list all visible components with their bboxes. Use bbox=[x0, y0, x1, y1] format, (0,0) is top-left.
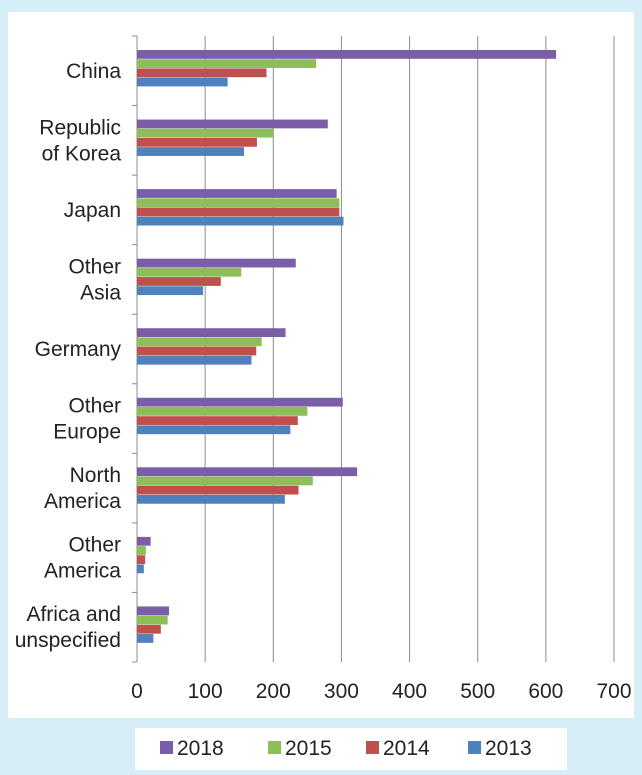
legend-swatch-2018 bbox=[160, 741, 173, 754]
bar-2018-2 bbox=[137, 189, 337, 198]
category-label: China bbox=[66, 60, 121, 83]
bar-2015-8 bbox=[137, 615, 168, 625]
x-tick-label: 600 bbox=[528, 680, 563, 703]
bar-2015-7 bbox=[137, 546, 146, 555]
bar-2013-1 bbox=[137, 147, 244, 156]
bar-2018-7 bbox=[137, 536, 151, 546]
bar-2015-4 bbox=[137, 337, 262, 347]
bar-2015-0 bbox=[137, 59, 317, 68]
legend-swatch-2014 bbox=[366, 741, 379, 754]
bar-2015-5 bbox=[137, 406, 308, 416]
x-tick-label: 100 bbox=[188, 680, 223, 703]
legend-swatch-2013 bbox=[468, 741, 481, 754]
x-tick-label: 300 bbox=[324, 680, 359, 703]
bar-2013-6 bbox=[137, 494, 285, 504]
legend-box bbox=[135, 728, 567, 770]
category-label: Africa and bbox=[26, 603, 121, 626]
bar-2013-7 bbox=[137, 564, 144, 574]
bar-2013-2 bbox=[137, 216, 344, 226]
x-tick-label: 0 bbox=[131, 680, 143, 703]
legend-swatch-2015 bbox=[268, 741, 281, 754]
bar-2014-8 bbox=[137, 624, 161, 634]
bar-2014-6 bbox=[137, 485, 299, 495]
category-label: North bbox=[70, 464, 121, 487]
x-tick-label: 700 bbox=[596, 680, 631, 703]
x-tick-label: 400 bbox=[392, 680, 427, 703]
bar-2014-7 bbox=[137, 555, 146, 565]
bar-2018-3 bbox=[137, 258, 296, 268]
category-label: Other bbox=[68, 534, 121, 557]
bar-2014-2 bbox=[137, 207, 340, 217]
plot-background bbox=[8, 12, 634, 718]
bar-2018-8 bbox=[137, 606, 170, 616]
legend-label-2015: 2015 bbox=[285, 737, 332, 760]
x-tick-label: 500 bbox=[460, 680, 495, 703]
bar-2014-3 bbox=[137, 277, 221, 286]
category-label: Other bbox=[68, 255, 121, 278]
bar-2018-0 bbox=[137, 50, 557, 59]
category-label: America bbox=[44, 560, 121, 583]
bar-2013-8 bbox=[137, 634, 154, 643]
category-label: America bbox=[44, 490, 121, 513]
bar-2014-5 bbox=[137, 416, 298, 425]
bar-2014-1 bbox=[137, 137, 257, 147]
bar-2013-0 bbox=[137, 77, 228, 87]
bar-2018-5 bbox=[137, 397, 343, 407]
category-label: Europe bbox=[53, 421, 121, 444]
category-label: Other bbox=[68, 395, 121, 418]
bar-2015-3 bbox=[137, 267, 242, 277]
bar-2013-5 bbox=[137, 425, 291, 435]
category-label: Germany bbox=[35, 338, 122, 361]
x-tick-label: 200 bbox=[256, 680, 291, 703]
legend-label-2013: 2013 bbox=[485, 737, 532, 760]
category-label: Republic bbox=[39, 116, 121, 139]
bar-2018-6 bbox=[137, 467, 358, 477]
bar-2013-4 bbox=[137, 355, 252, 365]
bar-2013-3 bbox=[137, 286, 204, 296]
category-label: unspecified bbox=[15, 629, 121, 652]
bar-2015-6 bbox=[137, 476, 313, 486]
legend-label-2018: 2018 bbox=[177, 737, 224, 760]
category-label: Japan bbox=[64, 199, 121, 222]
bar-2015-2 bbox=[137, 198, 340, 208]
legend-label-2014: 2014 bbox=[383, 737, 430, 760]
bar-2014-4 bbox=[137, 346, 257, 356]
category-label: Asia bbox=[80, 281, 121, 304]
bar-2015-1 bbox=[137, 128, 274, 138]
category-label: of Korea bbox=[42, 142, 122, 165]
bar-2014-0 bbox=[137, 68, 267, 78]
bar-2018-1 bbox=[137, 119, 328, 129]
bar-2018-4 bbox=[137, 328, 286, 338]
